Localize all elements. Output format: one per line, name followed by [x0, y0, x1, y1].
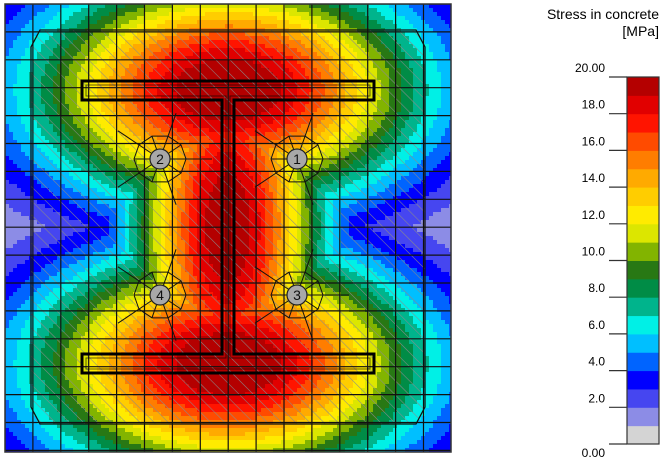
legend-band — [627, 279, 659, 298]
legend-band — [627, 95, 659, 114]
legend-band — [627, 224, 659, 243]
legend-band — [627, 407, 659, 426]
legend-tick-label: 20.00 — [575, 61, 605, 75]
legend-band — [627, 371, 659, 390]
reinforcement-point-label: 4 — [156, 287, 164, 303]
stress-contour-canvas: 1 2 3 4 — [0, 0, 460, 462]
legend-tick-label: 14.0 — [582, 171, 606, 185]
legend-band — [627, 352, 659, 371]
legend-tick-label: 10.0 — [582, 245, 606, 259]
reinforcement-point-1[interactable]: 1 — [287, 149, 307, 169]
legend-colorbar: 20.00 18.0 16.0 14.0 12.0 10.0 8.0 6.0 4.0 2.0 0.0… — [560, 60, 668, 462]
reinforcement-point-label: 2 — [156, 151, 164, 167]
legend-tick-label: 16.0 — [582, 134, 606, 148]
legend-tick-label: 8.0 — [588, 281, 605, 295]
legend-tick-label: 6.0 — [588, 318, 605, 332]
legend-unit-text: [MPa] — [547, 23, 659, 40]
legend-tick-label: 2.0 — [588, 391, 605, 405]
legend-band — [627, 261, 659, 280]
legend-band — [627, 426, 659, 445]
legend-band — [627, 316, 659, 335]
legend-band — [627, 187, 659, 206]
legend-title: Stress in concrete [MPa] — [547, 6, 659, 40]
legend-tick-label: 0.00 — [582, 446, 606, 460]
color-legend: 20.00 18.0 16.0 14.0 12.0 10.0 8.0 6.0 4.0 2.0 0.0… — [560, 60, 668, 462]
reinforcement-point-label: 3 — [293, 287, 301, 303]
legend-band — [627, 242, 659, 261]
reinforcement-point-4[interactable]: 4 — [150, 285, 170, 305]
legend-band — [627, 132, 659, 151]
reinforcement-point-3[interactable]: 3 — [287, 285, 307, 305]
legend-tick-label: 18.0 — [582, 98, 606, 112]
legend-title-text: Stress in concrete — [547, 6, 659, 23]
legend-band — [627, 169, 659, 188]
legend-band — [627, 205, 659, 224]
legend-band — [627, 389, 659, 408]
legend-band — [627, 334, 659, 353]
legend-band — [627, 114, 659, 133]
legend-band — [627, 77, 659, 96]
legend-tick-label: 4.0 — [588, 355, 605, 369]
reinforcement-point-label: 1 — [293, 151, 301, 167]
legend-band — [627, 150, 659, 169]
legend-band — [627, 297, 659, 316]
reinforcement-point-2[interactable]: 2 — [150, 149, 170, 169]
stress-contour-plot: 1 2 3 4 — [0, 0, 460, 462]
legend-tick-label: 12.0 — [582, 208, 606, 222]
